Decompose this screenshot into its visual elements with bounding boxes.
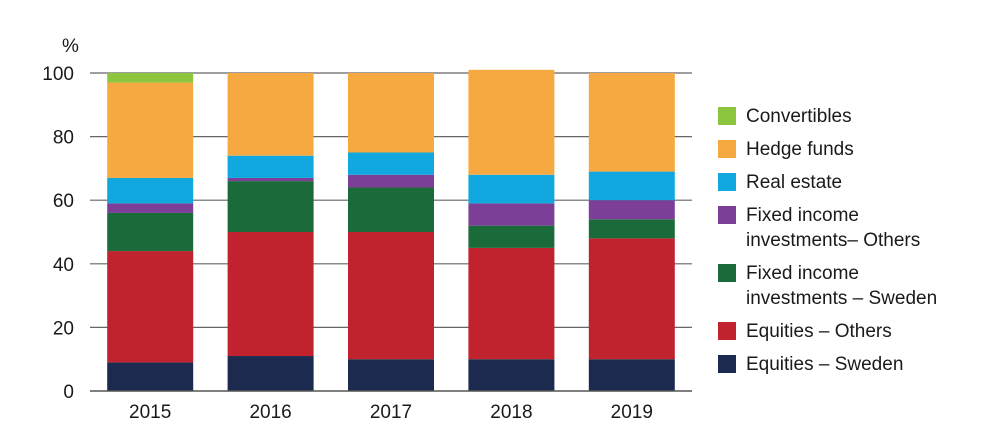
bar-segment [227,181,314,232]
y-tick-label: 20 [53,318,74,339]
legend-label: Hedge funds [746,139,854,160]
bar-segment [468,69,555,175]
bar-segment [227,232,314,357]
bar-segment [107,251,194,363]
legend-label: Real estate [746,172,843,193]
bar-segment [468,359,555,391]
bar-segment [227,73,314,156]
bar-segment [588,238,675,360]
bar-segment [588,171,675,201]
legend-item: Equities – Sweden [718,352,993,377]
bar-segment [588,200,675,220]
bar-segment [107,212,194,252]
bar-segment [348,174,434,188]
x-tick-label: 2015 [129,402,171,423]
y-tick-label: 100 [42,64,74,85]
legend-swatch [718,107,736,125]
legend-item: Fixed income investments– Others [718,203,993,253]
y-tick-label: 0 [63,382,74,403]
x-tick-labels: 2015 2016 2017 2018 2019 [129,402,653,423]
x-tick-label: 2018 [490,402,532,423]
bar-segment [348,359,434,391]
bar-segment [468,247,555,360]
legend-item: Real estate [718,170,993,195]
legend-swatch [718,264,736,282]
bar-segment [227,356,314,391]
bar-segment [107,177,194,204]
legend-item: Convertibles [718,104,993,129]
bar-segment [468,225,555,248]
bar-segment [107,73,194,83]
legend-swatch [718,173,736,191]
bar-segment [107,203,194,213]
bar-segment [348,73,434,153]
y-tick-label: 80 [53,128,74,149]
y-tick-label: 40 [53,255,74,276]
legend-swatch [718,322,736,340]
x-tick-label: 2016 [249,402,291,423]
bar-segment [348,232,434,360]
legend-item: Hedge funds [718,137,993,162]
bars [107,69,675,391]
legend-swatch [718,206,736,224]
x-tick-label: 2017 [370,402,412,423]
x-tick-label: 2019 [611,402,653,423]
bar-segment [468,174,555,204]
bar-segment [588,219,675,239]
bar-segment [107,362,194,391]
y-tick-label: 60 [53,191,74,212]
legend-item: Equities – Others [718,319,993,344]
legend-item: Fixed income investments – Sweden [718,261,993,311]
legend-label: Fixed income investments – Sweden [746,263,938,309]
bar-segment [588,359,675,391]
bar-segment [348,152,434,175]
bar-segment [588,73,675,172]
legend: Convertibles Hedge funds Real estate Fixed … [718,104,993,385]
legend-label: Equities – Sweden [746,354,904,375]
bar-segment [468,203,555,226]
legend-label: Equities – Others [746,321,892,342]
legend-swatch [718,140,736,158]
legend-label: Convertibles [746,106,852,127]
y-unit-label: % [62,36,79,57]
bar-segment [107,82,194,178]
bar-segment [348,187,434,232]
legend-swatch [718,355,736,373]
legend-label: Fixed income investments– Others [746,205,921,251]
bar-segment [227,155,314,178]
bar-segment [227,177,314,182]
y-tick-labels: 0 20 40 60 80 100 [42,64,74,403]
